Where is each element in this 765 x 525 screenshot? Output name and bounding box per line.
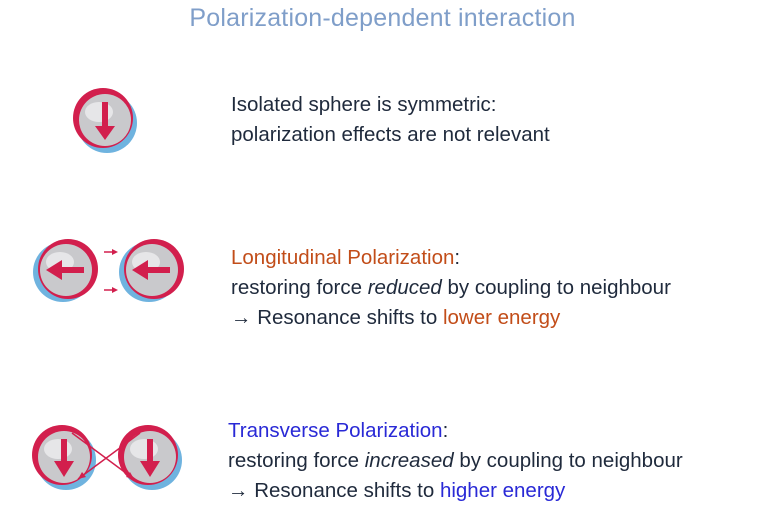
longitudinal-heading-line: Longitudinal Polarization: [231, 243, 671, 273]
longitudinal-line-2-post: by coupling to neighbour [441, 276, 671, 299]
longitudinal-line-2: restoring force reduced by coupling to n… [231, 273, 671, 303]
isolated-line-1: Isolated sphere is symmetric: [231, 93, 497, 116]
transverse-line-2-emph: increased [364, 449, 454, 472]
page-title: Polarization-dependent interaction [189, 4, 576, 32]
longitudinal-line-3-accent: lower energy [442, 306, 561, 329]
longitudinal-spheres-figure [33, 239, 184, 302]
transverse-line-2: restoring force increased by coupling to… [228, 446, 683, 476]
longitudinal-line-3: → Resonance shifts to lower energy [231, 303, 671, 333]
longitudinal-heading: Longitudinal Polarization [231, 246, 455, 269]
transverse-spheres-figure [32, 425, 182, 490]
longitudinal-description: Longitudinal Polarization: restoring for… [231, 243, 671, 333]
longitudinal-line-2-emph: reduced [367, 276, 442, 299]
longitudinal-heading-colon: : [454, 246, 461, 269]
isolated-line-2: polarization effects are not relevant [231, 123, 550, 146]
longitudinal-line-3-pre: → Resonance shifts to [231, 306, 443, 329]
transverse-line-2-pre: restoring force [228, 449, 365, 472]
transverse-heading-colon: : [442, 419, 449, 442]
longitudinal-line-2-pre: restoring force [231, 276, 368, 299]
transverse-line-3: → Resonance shifts to higher energy [228, 476, 683, 506]
transverse-description: Transverse Polarization: restoring force… [228, 416, 683, 506]
transverse-heading-line: Transverse Polarization: [228, 416, 683, 446]
isolated-description: Isolated sphere is symmetric: polarizati… [231, 90, 550, 150]
transverse-line-3-pre: → Resonance shifts to [228, 479, 440, 502]
isolated-sphere-figure [73, 88, 137, 153]
transverse-heading: Transverse Polarization [228, 419, 443, 442]
transverse-line-3-accent: higher energy [439, 479, 566, 502]
transverse-line-2-post: by coupling to neighbour [453, 449, 683, 472]
